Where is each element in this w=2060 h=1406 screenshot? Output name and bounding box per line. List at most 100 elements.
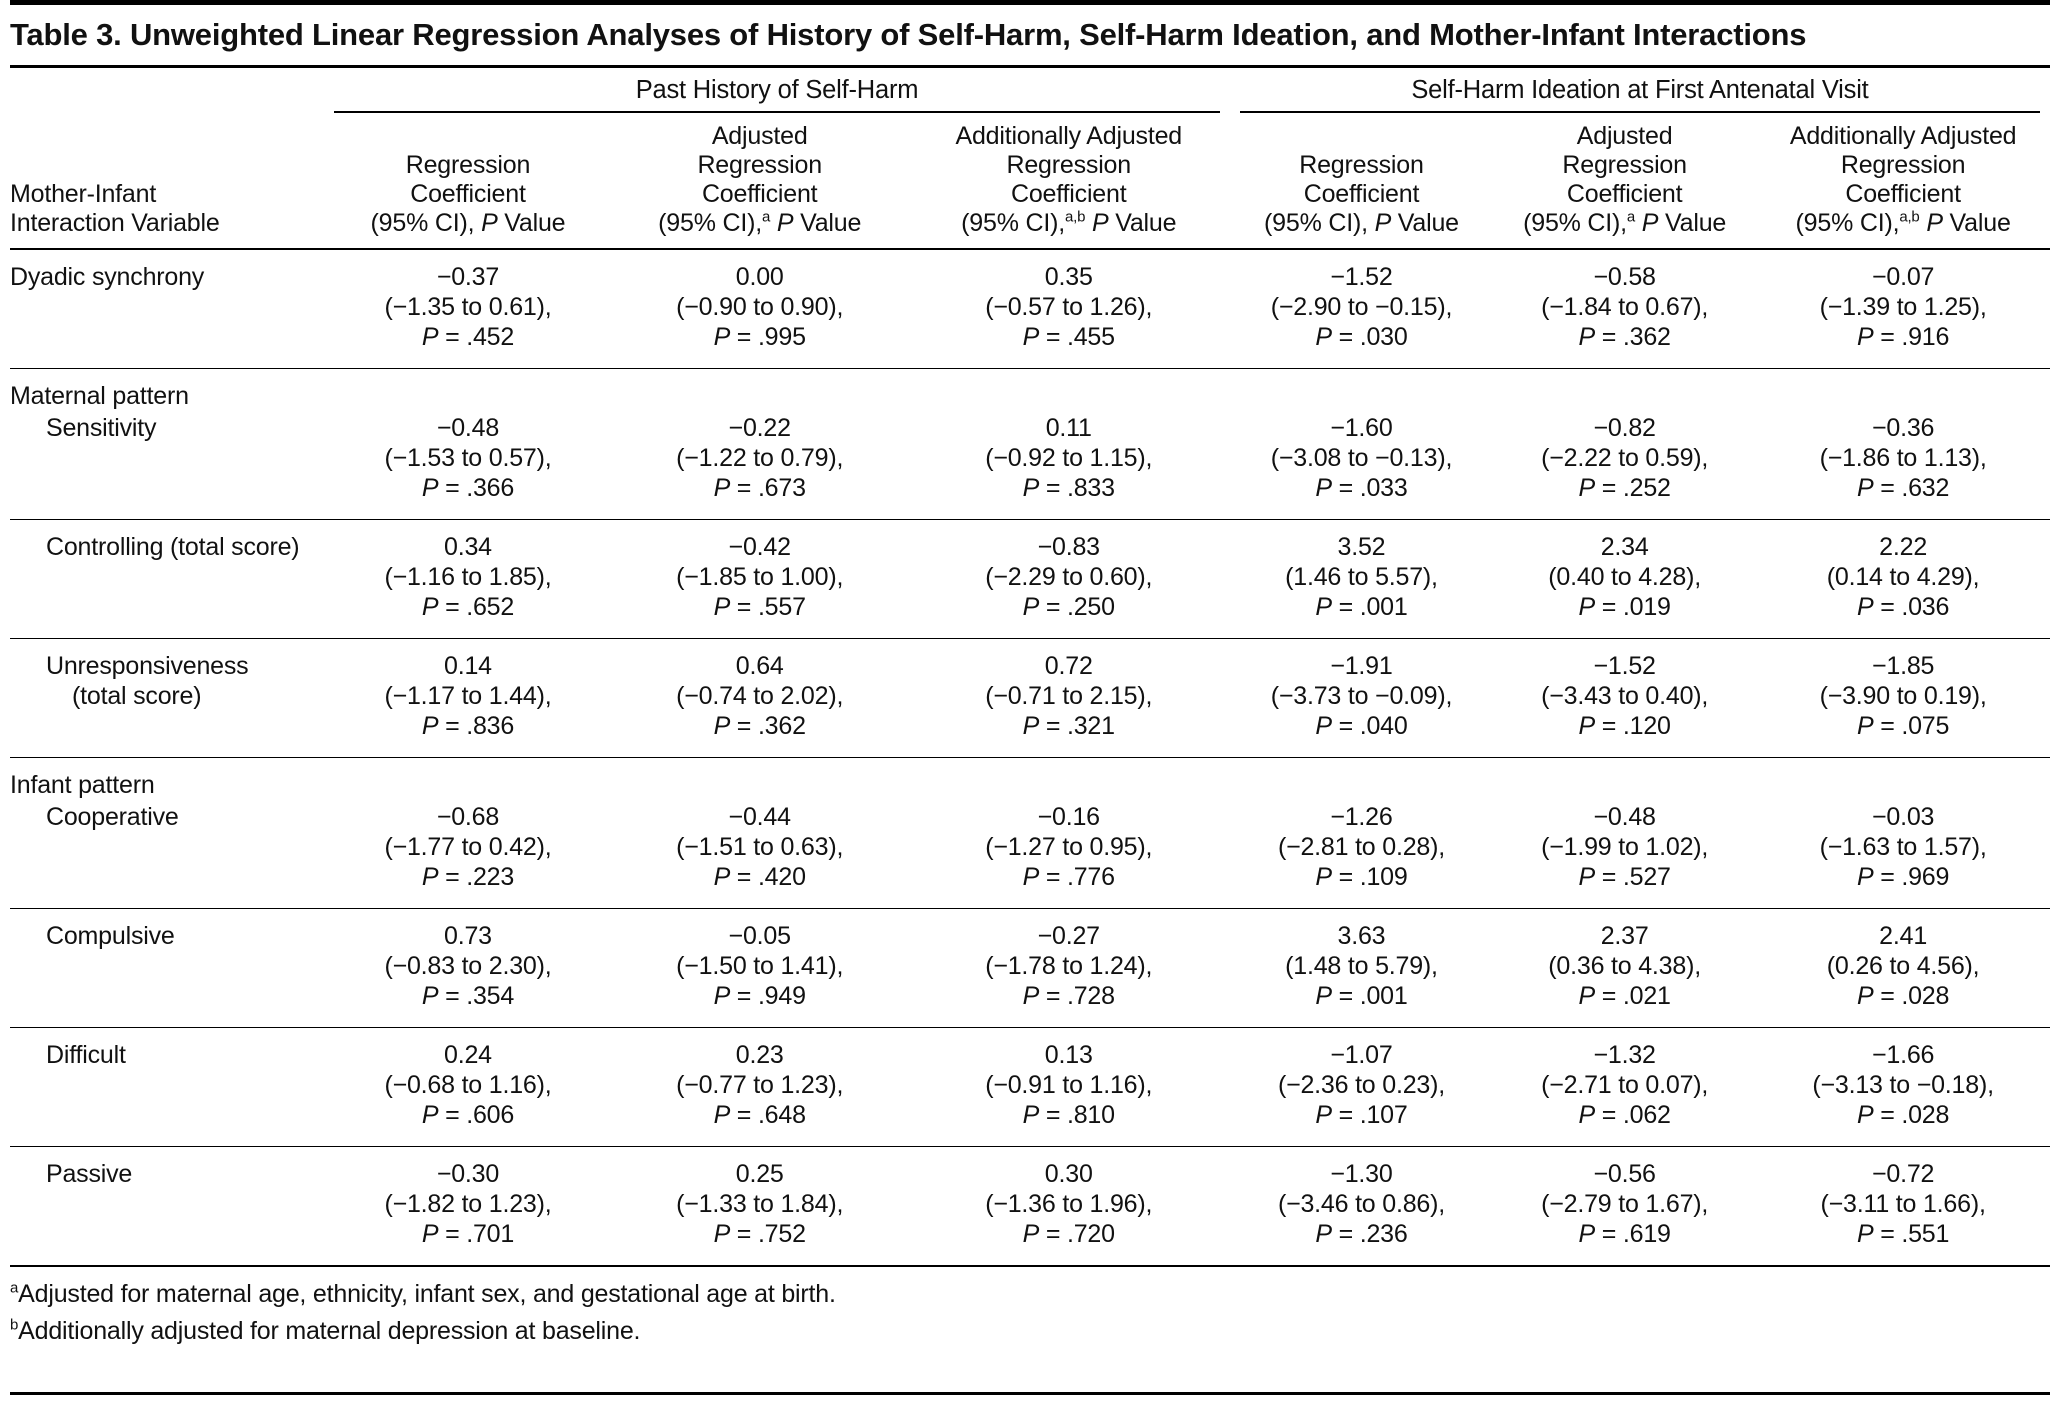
coefficient: −1.52 — [1593, 651, 1656, 680]
table-header: Past History of Self-Harm Self-Harm Idea… — [10, 68, 2050, 250]
coefficient: 0.73 — [444, 921, 492, 950]
row-label-line: Sensitivity — [46, 413, 157, 442]
column-header-line: (95% CI),a,b P Value — [961, 208, 1177, 237]
estimate-cell: −0.16 (−1.27 to 0.95), P = .776 — [908, 800, 1230, 909]
row-group: Compulsive 0.73 (−0.83 to 2.30), P = .354 −0… — [10, 908, 2050, 1027]
p-value: P = .223 — [421, 862, 515, 891]
column-header-line: Regression — [1299, 150, 1424, 179]
p-value: P = .606 — [421, 1100, 515, 1129]
estimate-cell: −0.36 (−1.86 to 1.13), P = .632 — [1756, 411, 2050, 520]
column-header-line: Additionally Adjusted — [1789, 121, 2017, 150]
coefficient: −0.48 — [436, 413, 500, 442]
estimate-cell: −0.07 (−1.39 to 1.25), P = .916 — [1756, 249, 2050, 369]
estimate-cell: 0.35 (−0.57 to 1.26), P = .455 — [908, 249, 1230, 369]
column-group-row: Past History of Self-Harm Self-Harm Idea… — [10, 68, 2050, 113]
stub-header-line: Mother-Infant — [10, 179, 157, 208]
coefficient: 0.14 — [444, 651, 492, 680]
confidence-interval: (−1.85 to 1.00), — [676, 562, 844, 591]
row-group: Unresponsiveness (total score) 0.14 (−1.17 … — [10, 638, 2050, 757]
confidence-interval: (−2.71 to 0.07), — [1541, 1070, 1709, 1099]
coefficient: −0.42 — [728, 532, 791, 561]
p-value: P = .969 — [1856, 862, 1950, 891]
estimate-cell: 3.52 (1.46 to 5.57), P = .001 — [1230, 519, 1493, 638]
column-header-line: Coefficient — [701, 179, 818, 208]
confidence-interval: (−1.51 to 0.63), — [676, 832, 844, 861]
column-header: Regression Coefficient (95% CI), P Value — [324, 112, 612, 250]
row-group: Infant pattern Cooperative −0.68 (−1.77 to … — [10, 757, 2050, 908]
estimate-cell: −1.66 (−3.13 to −0.18), P = .028 — [1756, 1027, 2050, 1146]
coefficient: 0.64 — [735, 651, 784, 680]
column-header-line: Additionally Adjusted — [955, 121, 1182, 150]
coefficient: −0.37 — [436, 262, 500, 291]
table-row: Sensitivity −0.48 (−1.53 to 0.57), P = .366… — [10, 411, 2050, 520]
estimate-cell: −0.56 (−2.79 to 1.67), P = .619 — [1493, 1146, 1756, 1266]
p-value: P = .728 — [1022, 981, 1115, 1010]
p-value: P = .551 — [1856, 1219, 1950, 1248]
table-row: Cooperative −0.68 (−1.77 to 0.42), P = .223… — [10, 800, 2050, 909]
confidence-interval: (−1.84 to 0.67), — [1541, 292, 1709, 321]
stub-header-line: Interaction Variable — [10, 208, 220, 237]
confidence-interval: (−0.83 to 2.30), — [384, 951, 552, 980]
row-label-line: Cooperative — [46, 802, 179, 831]
p-value: P = .250 — [1022, 592, 1115, 621]
estimate-cell: −0.05 (−1.50 to 1.41), P = .949 — [612, 908, 908, 1027]
column-header-line: Adjusted — [1576, 121, 1673, 150]
column-header-line: Regression — [405, 150, 531, 179]
estimate-cell: −0.48 (−1.53 to 0.57), P = .366 — [324, 411, 612, 520]
confidence-interval: (0.40 to 4.28), — [1548, 562, 1701, 591]
col-group-label: Self-Harm Ideation at First Antenatal Vi… — [1239, 76, 2040, 113]
row-label-line: Difficult — [46, 1040, 126, 1069]
coefficient: −0.30 — [436, 1159, 500, 1188]
p-value: P = .362 — [1578, 322, 1671, 351]
estimate-cell: −0.83 (−2.29 to 0.60), P = .250 — [908, 519, 1230, 638]
estimate-cell: −0.68 (−1.77 to 0.42), P = .223 — [324, 800, 612, 909]
coefficient: 2.41 — [1879, 921, 1928, 950]
coefficient: 0.11 — [1045, 413, 1092, 442]
p-value: P = .455 — [1022, 322, 1115, 351]
confidence-interval: (−1.99 to 1.02), — [1541, 832, 1709, 861]
estimate-cell: −0.22 (−1.22 to 0.79), P = .673 — [612, 411, 908, 520]
estimate-cell: 3.63 (1.48 to 5.79), P = .001 — [1230, 908, 1493, 1027]
estimate-cell: −0.82 (−2.22 to 0.59), P = .252 — [1493, 411, 1756, 520]
footnote: bAdditionally adjusted for maternal depr… — [10, 1316, 641, 1345]
row-label-line: Compulsive — [46, 921, 175, 950]
confidence-interval: (−3.90 to 0.19), — [1819, 681, 1987, 710]
p-value: P = .833 — [1022, 473, 1115, 502]
column-header-line: (95% CI),a P Value — [1523, 208, 1727, 237]
p-value: P = .028 — [1856, 981, 1950, 1010]
column-header-line: Coefficient — [1011, 179, 1127, 208]
coefficient: −0.07 — [1871, 262, 1935, 291]
column-header-line: Regression — [1006, 150, 1132, 179]
column-header-line: (95% CI), P Value — [1264, 208, 1459, 237]
estimate-cell: 0.00 (−0.90 to 0.90), P = .995 — [612, 249, 908, 369]
confidence-interval: (−0.90 to 0.90), — [676, 292, 844, 321]
p-value: P = .321 — [1022, 711, 1115, 740]
table-row: Compulsive 0.73 (−0.83 to 2.30), P = .354 −0… — [10, 908, 2050, 1027]
confidence-interval: (−1.36 to 1.96), — [985, 1189, 1153, 1218]
top-rule — [10, 0, 2050, 5]
estimate-cell: −1.32 (−2.71 to 0.07), P = .062 — [1493, 1027, 1756, 1146]
row-label-line: Passive — [46, 1159, 133, 1188]
coefficient: −1.85 — [1871, 651, 1935, 680]
footnote-marker: a,b — [1064, 208, 1086, 226]
row-group: Maternal pattern Sensitivity −0.48 (−1.53 t… — [10, 368, 2050, 519]
coefficient: −0.22 — [728, 413, 791, 442]
estimate-cell: 0.72 (−0.71 to 2.15), P = .321 — [908, 638, 1230, 757]
coefficient: −0.72 — [1871, 1159, 1935, 1188]
col-group-ideation: Self-Harm Ideation at First Antenatal Vi… — [1230, 68, 2050, 113]
p-value: P = .040 — [1315, 711, 1408, 740]
coefficient: −1.66 — [1871, 1040, 1935, 1069]
coefficient: −0.68 — [436, 802, 500, 831]
estimate-cell: 0.25 (−1.33 to 1.84), P = .752 — [612, 1146, 908, 1266]
estimate-cell: 0.64 (−0.74 to 2.02), P = .362 — [612, 638, 908, 757]
confidence-interval: (−1.22 to 0.79), — [676, 443, 844, 472]
p-value: P = .619 — [1578, 1219, 1671, 1248]
p-value: P = .776 — [1022, 862, 1115, 891]
column-header: Additionally Adjusted Regression Coefficie… — [1756, 112, 2050, 250]
table-row: Dyadic synchrony −0.37 (−1.35 to 0.61), P =… — [10, 249, 2050, 369]
table-row: Passive −0.30 (−1.82 to 1.23), P = .701 0.25… — [10, 1146, 2050, 1266]
estimate-cell: −0.42 (−1.85 to 1.00), P = .557 — [612, 519, 908, 638]
section-row: Maternal pattern — [10, 368, 2050, 411]
coefficient: −0.83 — [1037, 532, 1100, 561]
coefficient: −1.32 — [1593, 1040, 1656, 1069]
